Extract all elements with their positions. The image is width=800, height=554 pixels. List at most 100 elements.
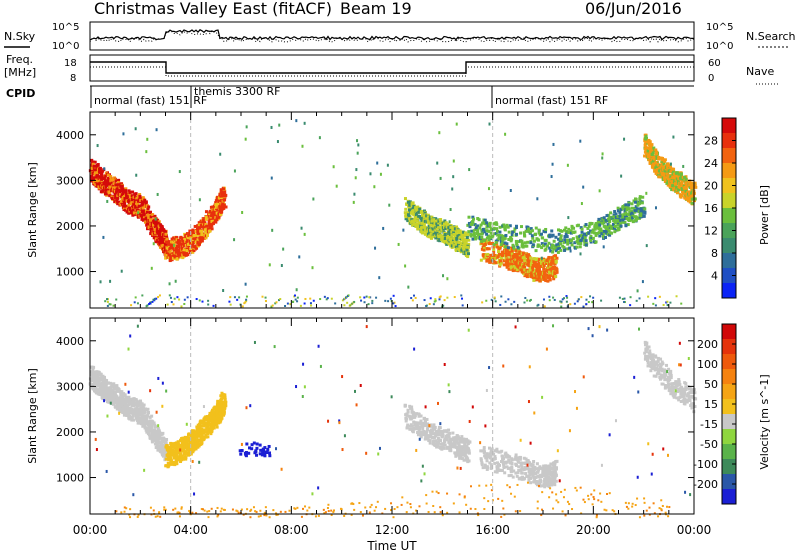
power-speckle-pixel (120, 269, 123, 273)
velocity-echo-pixel (115, 395, 119, 399)
power-ground-pixel (133, 301, 136, 304)
power-echo-pixel (493, 221, 497, 225)
velocity-echo-pixel (115, 389, 119, 393)
power-ground-pixel (560, 305, 563, 308)
power-echo-pixel (420, 210, 424, 214)
power-echo-pixel (200, 239, 204, 243)
power-ground-pixel (212, 304, 215, 307)
power-echo-pixel (407, 215, 411, 219)
power-echo-pixel (539, 274, 543, 278)
power-echo-pixel (631, 216, 635, 220)
power-echo-pixel (113, 200, 117, 204)
frequency-panel: Freq. [MHz] 18 8 60 0 Nave (4, 53, 778, 85)
power-echo-pixel (454, 248, 458, 252)
power-echo-pixel (623, 209, 627, 213)
power-echo-pixel (104, 192, 108, 196)
power-echo-pixel (625, 206, 629, 210)
power-echo-pixel (531, 266, 535, 270)
power-echo-pixel (481, 227, 485, 231)
velocity-echo-pixel (130, 416, 134, 420)
power-echo-pixel (92, 164, 96, 168)
power-echo-pixel (618, 214, 622, 218)
power-echo-pixel (426, 230, 430, 234)
power-echo-pixel (521, 270, 525, 274)
power-speckle-pixel (501, 224, 504, 228)
power-echo-pixel (552, 260, 556, 264)
power-echo-pixel (488, 235, 492, 239)
velocity-echo-pixel (96, 384, 100, 388)
power-echo-pixel (498, 263, 502, 267)
power-echo-pixel (587, 224, 591, 228)
power-speckle-pixel (569, 249, 572, 253)
power-echo-pixel (144, 200, 148, 204)
power-ground-pixel (146, 304, 149, 307)
power-ground-pixel (490, 298, 493, 301)
power-echo-pixel (483, 238, 487, 242)
power-echo-pixel (509, 239, 513, 243)
power-speckle-pixel (268, 263, 271, 267)
power-echo-pixel (408, 200, 412, 204)
velocity-echo-pixel (139, 406, 143, 410)
power-echo-pixel (420, 221, 424, 225)
power-echo-pixel (464, 238, 468, 242)
velocity-echo-pixel (173, 446, 177, 450)
power-echo-pixel (551, 257, 555, 261)
power-speckle-pixel (379, 172, 382, 176)
power-echo-pixel (178, 240, 182, 244)
power-echo-pixel (661, 167, 665, 171)
power-speckle-pixel (448, 220, 451, 224)
power-echo-pixel (480, 247, 484, 251)
power-echo-pixel (504, 245, 508, 249)
power-echo-pixel (542, 277, 546, 281)
power-echo-pixel (176, 257, 180, 261)
power-echo-pixel (411, 206, 415, 210)
power-echo-pixel (147, 213, 151, 217)
power-echo-pixel (406, 211, 410, 215)
noise-right-tick-bottom: 10^0 (706, 41, 733, 52)
power-echo-pixel (480, 239, 484, 243)
power-ground-pixel (106, 298, 109, 301)
power-echo-pixel (566, 247, 570, 251)
power-speckle-pixel (654, 206, 657, 210)
velocity-echo-pixel (97, 384, 101, 388)
power-speckle-pixel (280, 264, 283, 268)
power-echo-pixel (158, 233, 162, 237)
velocity-echo-pixel (113, 401, 117, 405)
power-echo-pixel (553, 244, 557, 248)
power-echo-pixel (600, 221, 604, 225)
power-speckle-pixel (645, 244, 648, 248)
power-echo-pixel (648, 143, 652, 147)
power-echo-pixel (430, 215, 434, 219)
power-echo-pixel (536, 244, 540, 248)
power-echo-pixel (164, 256, 168, 260)
velocity-echo-pixel (123, 393, 127, 397)
power-echo-pixel (550, 229, 554, 233)
power-echo-pixel (540, 242, 544, 246)
power-echo-pixel (439, 219, 443, 223)
power-echo-pixel (583, 224, 587, 228)
power-echo-pixel (590, 236, 594, 240)
power-echo-pixel (498, 233, 502, 237)
power-echo-pixel (412, 204, 416, 208)
power-echo-pixel (582, 232, 586, 236)
power-echo-pixel (669, 185, 673, 189)
power-echo-pixel (472, 217, 476, 221)
power-echo-pixel (527, 227, 531, 231)
power-echo-pixel (188, 232, 192, 236)
power-echo-pixel (573, 246, 577, 250)
power-echo-pixel (523, 256, 527, 260)
power-echo-pixel (534, 258, 538, 262)
power-echo-pixel (406, 219, 410, 223)
power-echo-pixel (535, 276, 539, 280)
velocity-echo-pixel (109, 395, 113, 399)
power-echo-pixel (183, 248, 187, 252)
power-echo-pixel (193, 237, 197, 241)
power-echo-pixel (562, 245, 566, 249)
power-echo-pixel (523, 241, 527, 245)
power-echo-pixel (430, 221, 434, 225)
power-echo-pixel (528, 259, 532, 263)
power-echo-pixel (422, 215, 426, 219)
power-echo-pixel (127, 203, 131, 207)
power-echo-pixel (551, 233, 555, 237)
power-echo-pixel (457, 231, 461, 235)
